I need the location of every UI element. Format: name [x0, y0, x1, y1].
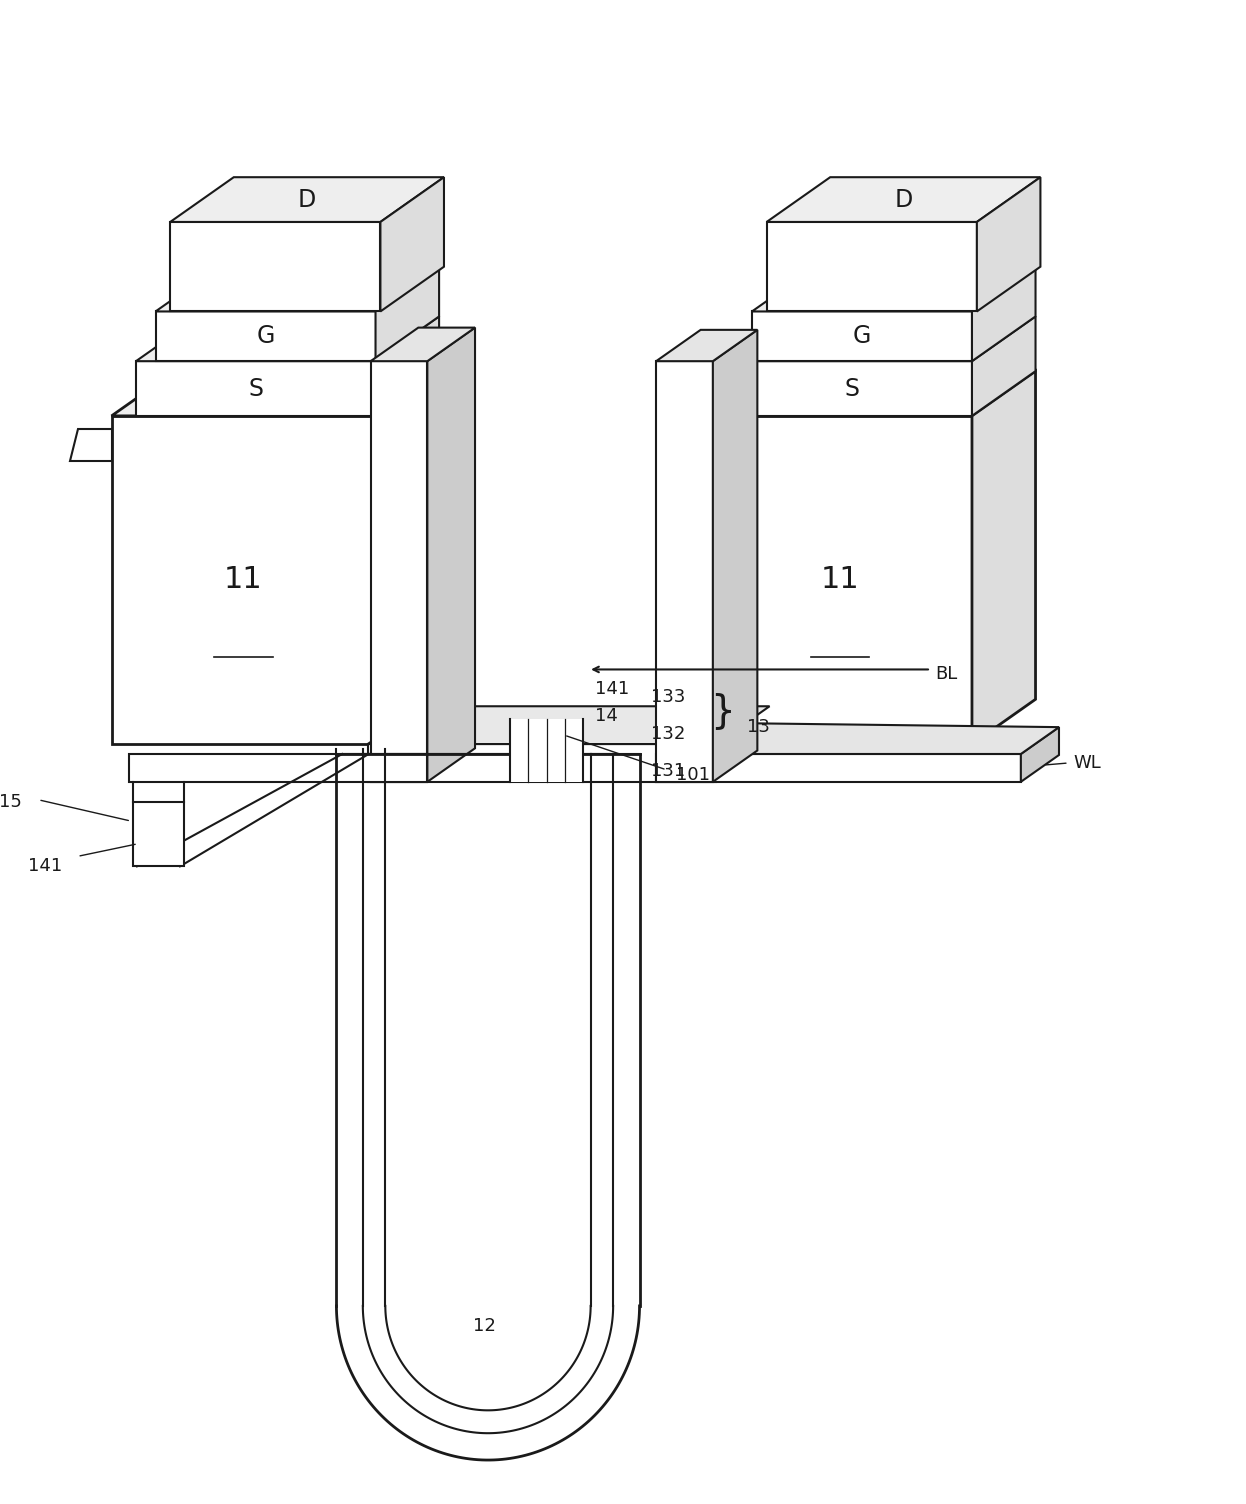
Polygon shape: [766, 177, 1040, 223]
Polygon shape: [733, 361, 972, 417]
Polygon shape: [370, 361, 427, 782]
Polygon shape: [708, 371, 1035, 417]
Polygon shape: [130, 754, 427, 782]
Polygon shape: [156, 311, 375, 361]
Polygon shape: [112, 417, 375, 744]
Polygon shape: [136, 361, 375, 417]
Polygon shape: [427, 328, 475, 782]
Polygon shape: [733, 316, 1035, 361]
Polygon shape: [112, 371, 439, 417]
Text: 131: 131: [652, 763, 685, 781]
Polygon shape: [136, 316, 439, 361]
Text: WL: WL: [1074, 754, 1101, 772]
Text: D: D: [895, 188, 912, 212]
Text: 11: 11: [821, 566, 860, 594]
Text: BL: BL: [934, 665, 957, 683]
Polygon shape: [753, 311, 972, 361]
Polygon shape: [368, 707, 770, 744]
Polygon shape: [1020, 726, 1059, 782]
Polygon shape: [71, 429, 112, 460]
Polygon shape: [657, 361, 713, 782]
Polygon shape: [753, 266, 1035, 311]
Polygon shape: [972, 266, 1035, 361]
Text: 13: 13: [748, 717, 770, 735]
Polygon shape: [657, 754, 1020, 782]
Polygon shape: [368, 744, 715, 782]
Polygon shape: [713, 329, 758, 782]
Text: 14: 14: [596, 707, 618, 725]
Polygon shape: [375, 371, 439, 744]
Polygon shape: [380, 177, 444, 311]
Polygon shape: [375, 316, 439, 417]
Text: 101: 101: [677, 766, 710, 784]
Bar: [510, 719, 583, 782]
Text: 141: 141: [596, 680, 629, 698]
Polygon shape: [171, 223, 380, 311]
Polygon shape: [375, 266, 439, 361]
Polygon shape: [972, 316, 1035, 417]
Polygon shape: [156, 266, 439, 311]
Text: 12: 12: [473, 1318, 496, 1334]
Bar: [133, 802, 184, 866]
Polygon shape: [171, 177, 444, 223]
Polygon shape: [977, 177, 1040, 311]
Text: G: G: [257, 325, 274, 349]
Text: S: S: [248, 376, 263, 400]
Text: }: }: [710, 692, 735, 729]
Polygon shape: [766, 223, 977, 311]
Text: D: D: [298, 188, 316, 212]
Polygon shape: [657, 329, 758, 361]
Text: 133: 133: [652, 689, 685, 707]
Text: 141: 141: [29, 857, 62, 875]
Text: 15: 15: [0, 793, 22, 811]
Text: G: G: [852, 325, 871, 349]
Polygon shape: [370, 328, 475, 361]
Text: S: S: [845, 376, 860, 400]
Polygon shape: [972, 371, 1035, 744]
Text: 11: 11: [224, 566, 263, 594]
Polygon shape: [657, 722, 1059, 754]
Polygon shape: [708, 417, 972, 744]
Text: 132: 132: [652, 725, 685, 743]
